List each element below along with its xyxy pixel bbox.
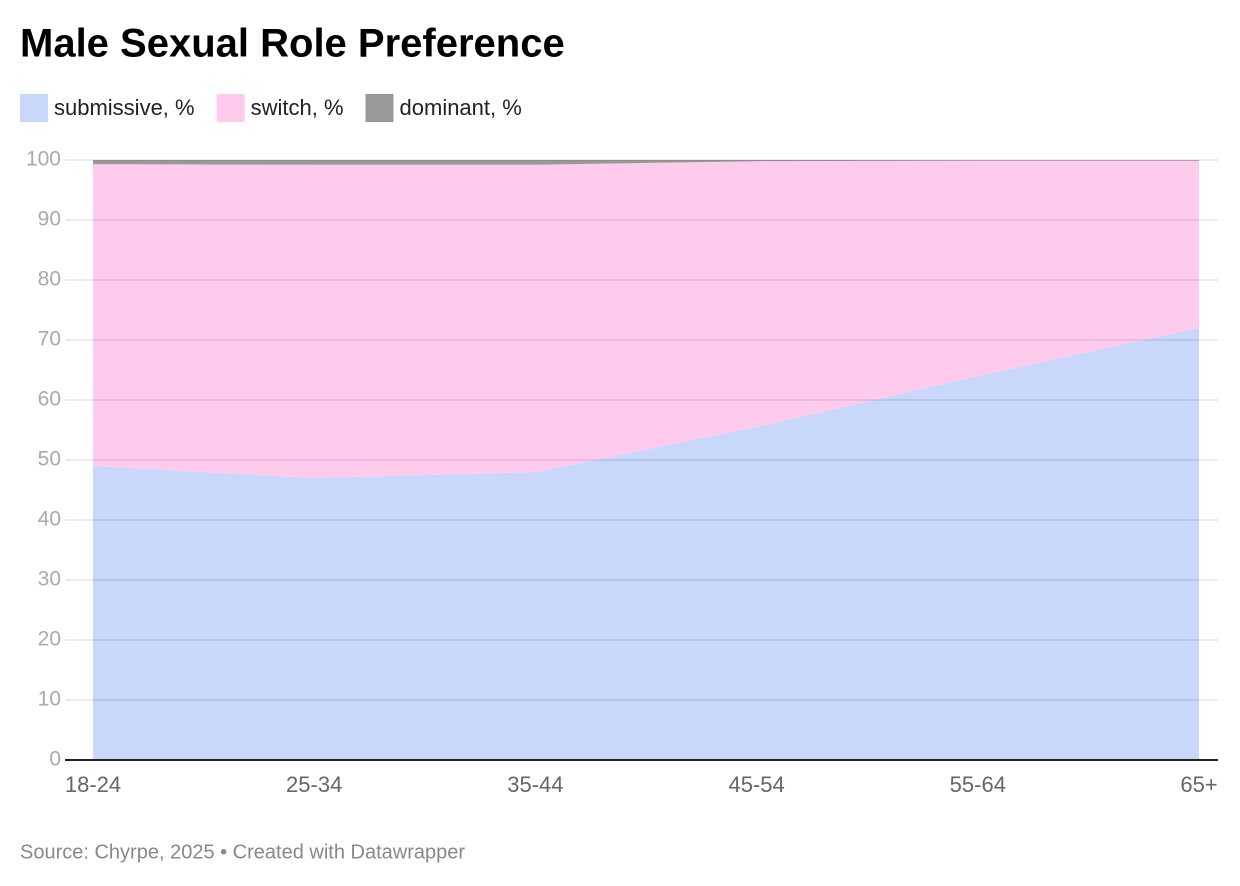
y-tick-label: 0 <box>49 748 61 771</box>
legend-label: submissive, % <box>54 95 195 120</box>
legend-swatch <box>216 94 245 122</box>
legend-label: switch, % <box>251 95 344 120</box>
x-tick-label: 18-24 <box>65 772 121 797</box>
y-tick-label: 70 <box>38 328 61 351</box>
y-tick-label: 20 <box>38 628 61 651</box>
legend-label: dominant, % <box>400 95 522 120</box>
x-tick-label: 65+ <box>1180 772 1217 797</box>
area <box>93 160 1199 165</box>
x-tick-label: 25-34 <box>286 772 342 797</box>
y-tick-label: 10 <box>38 688 61 711</box>
y-tick-label: 30 <box>38 568 61 591</box>
y-tick-label: 90 <box>38 208 61 231</box>
x-tick-label: 35-44 <box>507 772 563 797</box>
legend-swatch <box>20 94 48 122</box>
source: Source: Chyrpe, 2025 • Created with Data… <box>20 841 465 863</box>
x-tick-label: 55-64 <box>950 772 1006 797</box>
legend-swatch <box>365 94 394 122</box>
x-tick-label: 45-54 <box>728 772 784 797</box>
area <box>93 160 1199 478</box>
y-tick-label: 40 <box>38 508 61 531</box>
y-tick-label: 60 <box>38 388 61 411</box>
y-tick-label: 100 <box>26 148 61 171</box>
y-tick-label: 50 <box>38 448 61 471</box>
area <box>93 328 1199 760</box>
chart-title: Male Sexual Role Preference <box>20 22 565 66</box>
y-tick-label: 80 <box>38 268 61 291</box>
